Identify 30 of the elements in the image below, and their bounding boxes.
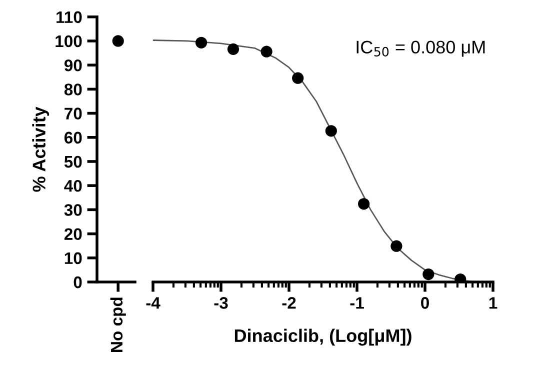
y-tick-label: 50: [64, 156, 82, 168]
y-tick-label: 100: [56, 35, 82, 48]
y-tick-label: 40: [64, 180, 82, 192]
point: [227, 43, 240, 55]
x-tick-label: -2: [282, 297, 296, 309]
x-tick-label: -1: [350, 297, 364, 309]
x-tick-label: -3: [214, 297, 228, 309]
y-tick-label: 90: [64, 59, 82, 72]
y-tick-label: 60: [64, 132, 82, 144]
y-tick-label: 20: [64, 228, 82, 240]
point: [390, 240, 402, 252]
y-tick-label: 70: [64, 108, 82, 120]
x-tick-label: No cpd: [110, 298, 126, 352]
x-tick-label: 0: [421, 297, 429, 309]
x-tick-label: 1: [489, 297, 498, 309]
point: [358, 198, 370, 210]
x-tick-label: -4: [146, 297, 160, 309]
x-axis-title: Dinaciclib, (Log[μM]): [234, 328, 412, 346]
point: [292, 72, 304, 84]
y-tick-label: 110: [56, 11, 82, 24]
y-tick-label: 10: [64, 252, 82, 264]
point: [195, 36, 208, 48]
annotation: IC$_{50}$ = 0.080 μM: [356, 40, 485, 57]
y-axis-title: % Activity: [32, 106, 50, 192]
point: [325, 125, 337, 137]
y-tick-label: 0: [74, 276, 82, 288]
point: [422, 268, 434, 280]
y-tick-label: 30: [64, 204, 82, 216]
y-tick-label: 80: [64, 84, 82, 96]
point: [260, 46, 272, 58]
